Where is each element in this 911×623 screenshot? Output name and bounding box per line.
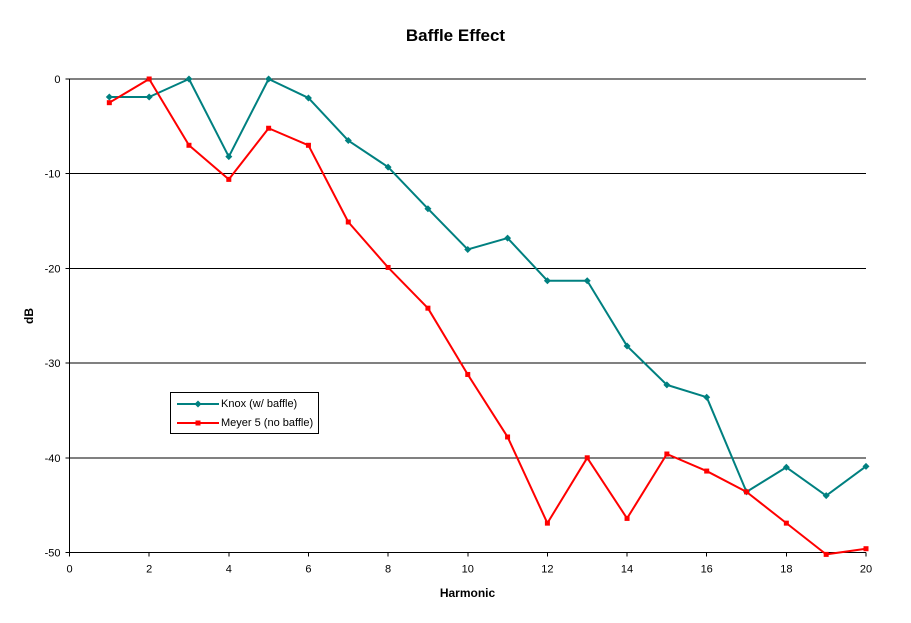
chart-title: Baffle Effect <box>405 26 506 45</box>
svg-text:-50: -50 <box>45 548 61 560</box>
svg-text:12: 12 <box>541 564 553 576</box>
svg-text:0: 0 <box>66 564 72 576</box>
legend-item-meyer: Meyer 5 (no baffle) <box>177 413 318 432</box>
svg-text:18: 18 <box>780 564 792 576</box>
meyer-series-swatch-icon <box>177 420 219 425</box>
svg-text:0: 0 <box>54 74 60 86</box>
svg-text:-10: -10 <box>45 169 61 181</box>
svg-text:4: 4 <box>226 564 232 576</box>
knox-series-swatch-icon <box>177 400 219 407</box>
svg-text:6: 6 <box>305 564 311 576</box>
svg-text:14: 14 <box>621 564 633 576</box>
legend-label-meyer: Meyer 5 (no baffle) <box>221 416 314 429</box>
svg-text:-40: -40 <box>45 453 61 465</box>
svg-text:8: 8 <box>385 564 391 576</box>
legend-label-knox: Knox (w/ baffle) <box>221 397 298 410</box>
svg-text:10: 10 <box>462 564 474 576</box>
svg-text:20: 20 <box>860 564 872 576</box>
svg-text:-30: -30 <box>45 358 61 370</box>
svg-text:16: 16 <box>701 564 713 576</box>
y-axis-title: dB <box>22 308 36 324</box>
svg-text:2: 2 <box>146 564 152 576</box>
legend: Knox (w/ baffle) Meyer 5 (no baffle) <box>170 392 319 434</box>
legend-item-knox: Knox (w/ baffle) <box>177 394 318 413</box>
x-axis-title: Harmonic <box>439 586 496 600</box>
svg-text:-20: -20 <box>45 263 61 275</box>
